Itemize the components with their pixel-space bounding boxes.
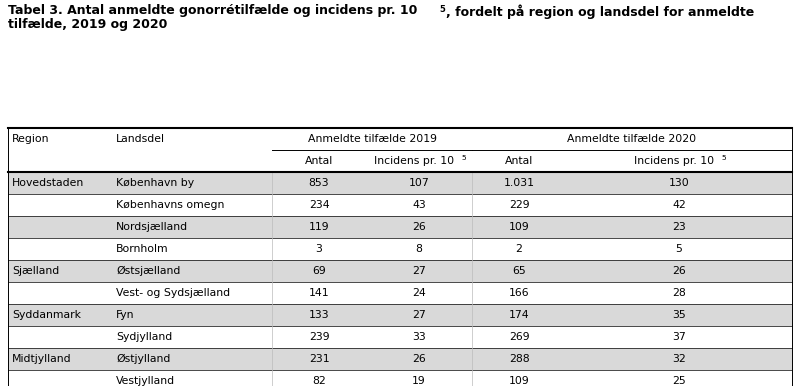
- Text: København by: København by: [116, 178, 194, 188]
- Text: 229: 229: [509, 200, 530, 210]
- Bar: [8, 348, 792, 370]
- Text: 82: 82: [312, 376, 326, 386]
- Text: 35: 35: [672, 310, 686, 320]
- Text: 65: 65: [512, 266, 526, 276]
- Text: 119: 119: [309, 222, 330, 232]
- Bar: [8, 304, 792, 326]
- Text: Sjælland: Sjælland: [12, 266, 59, 276]
- Text: 19: 19: [412, 376, 426, 386]
- Text: 239: 239: [309, 332, 330, 342]
- Text: 5: 5: [439, 5, 445, 14]
- Text: 27: 27: [412, 266, 426, 276]
- Text: Københavns omegn: Københavns omegn: [116, 200, 224, 210]
- Text: 133: 133: [309, 310, 330, 320]
- Text: Landsdel: Landsdel: [116, 134, 165, 144]
- Text: 33: 33: [412, 332, 426, 342]
- Bar: [8, 216, 792, 238]
- Text: Tabel 3. Antal anmeldte gonorrétilfælde og incidens pr. 10: Tabel 3. Antal anmeldte gonorrétilfælde …: [8, 4, 418, 17]
- Text: 26: 26: [672, 266, 686, 276]
- Text: , fordelt på region og landsdel for anmeldte: , fordelt på region og landsdel for anme…: [446, 4, 754, 19]
- Text: Midtjylland: Midtjylland: [12, 354, 72, 364]
- Text: 3: 3: [315, 244, 322, 254]
- Bar: [8, 172, 792, 194]
- Text: 107: 107: [409, 178, 430, 188]
- Text: Incidens pr. 10: Incidens pr. 10: [634, 156, 714, 166]
- Text: Fyn: Fyn: [116, 310, 134, 320]
- Text: 28: 28: [672, 288, 686, 298]
- Text: Region: Region: [12, 134, 50, 144]
- Text: 32: 32: [672, 354, 686, 364]
- Text: 130: 130: [669, 178, 690, 188]
- Text: Bornholm: Bornholm: [116, 244, 169, 254]
- Text: 43: 43: [412, 200, 426, 210]
- Text: 8: 8: [415, 244, 422, 254]
- Text: Antal: Antal: [305, 156, 333, 166]
- Text: Hovedstaden: Hovedstaden: [12, 178, 84, 188]
- Text: 23: 23: [672, 222, 686, 232]
- Text: 25: 25: [672, 376, 686, 386]
- Text: 42: 42: [672, 200, 686, 210]
- Text: 141: 141: [309, 288, 330, 298]
- Text: 234: 234: [309, 200, 330, 210]
- Text: 24: 24: [412, 288, 426, 298]
- Text: 853: 853: [309, 178, 330, 188]
- Text: 109: 109: [509, 376, 530, 386]
- Text: 26: 26: [412, 354, 426, 364]
- Text: 27: 27: [412, 310, 426, 320]
- Bar: [8, 260, 792, 282]
- Text: Østjylland: Østjylland: [116, 354, 170, 364]
- Text: Anmeldte tilfælde 2020: Anmeldte tilfælde 2020: [567, 134, 697, 144]
- Text: 269: 269: [509, 332, 530, 342]
- Text: Antal: Antal: [505, 156, 533, 166]
- Text: tilfælde, 2019 og 2020: tilfælde, 2019 og 2020: [8, 18, 167, 31]
- Text: Østsjælland: Østsjælland: [116, 266, 180, 276]
- Text: 231: 231: [309, 354, 330, 364]
- Text: 288: 288: [509, 354, 530, 364]
- Text: 37: 37: [672, 332, 686, 342]
- Text: 1.031: 1.031: [503, 178, 534, 188]
- Text: 109: 109: [509, 222, 530, 232]
- Text: 5: 5: [722, 155, 726, 161]
- Text: 166: 166: [509, 288, 530, 298]
- Text: Anmeldte tilfælde 2019: Anmeldte tilfælde 2019: [307, 134, 437, 144]
- Text: Syddanmark: Syddanmark: [12, 310, 81, 320]
- Text: 174: 174: [509, 310, 530, 320]
- Text: Sydjylland: Sydjylland: [116, 332, 172, 342]
- Text: Nordsjælland: Nordsjælland: [116, 222, 188, 232]
- Text: 2: 2: [515, 244, 522, 254]
- Text: 5: 5: [675, 244, 682, 254]
- Text: Vestjylland: Vestjylland: [116, 376, 175, 386]
- Text: 69: 69: [312, 266, 326, 276]
- Text: 5: 5: [462, 155, 466, 161]
- Text: Vest- og Sydsjælland: Vest- og Sydsjælland: [116, 288, 230, 298]
- Text: 26: 26: [412, 222, 426, 232]
- Text: Incidens pr. 10: Incidens pr. 10: [374, 156, 454, 166]
